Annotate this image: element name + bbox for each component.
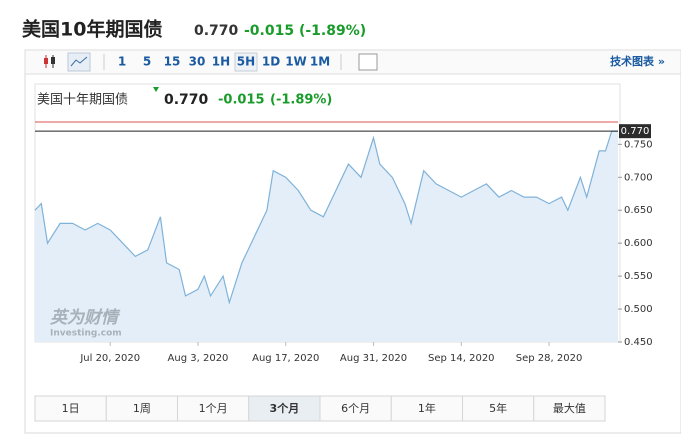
interval-button[interactable]: 1W: [285, 55, 307, 69]
last-price-label: 0.770: [621, 126, 650, 137]
x-tick-label: Aug 3, 2020: [168, 353, 229, 364]
change: -0.015 (-1.89%): [244, 23, 366, 39]
interval-button[interactable]: 30: [189, 55, 206, 69]
watermark-sub: Investing.com: [50, 329, 122, 339]
x-tick-label: Sep 28, 2020: [516, 353, 583, 364]
range-button[interactable]: [105, 395, 178, 422]
toolbar: [24, 49, 681, 75]
line-icon-glyph: [70, 56, 88, 67]
range-label: 1日: [62, 402, 80, 415]
y-tick-label: 0.550: [624, 271, 653, 282]
range-button[interactable]: [177, 395, 250, 422]
y-tick-label: 0.650: [624, 205, 653, 216]
range-button[interactable]: [34, 395, 107, 422]
page-title: 美国10年期国债: [22, 18, 162, 41]
interval-selected: [234, 52, 258, 72]
y-tick-label: 0.700: [624, 172, 653, 183]
interval-button[interactable]: 1H: [212, 55, 230, 69]
range-button[interactable]: [462, 395, 535, 422]
chart-change-pct: (-1.89%): [270, 93, 332, 108]
chart-price: 0.770: [164, 92, 209, 108]
line: [34, 130, 618, 305]
x-tick-label: Jul 20, 2020: [79, 353, 140, 364]
interval-button[interactable]: 1: [118, 55, 126, 69]
y-tick-label: 0.600: [624, 238, 653, 249]
interval-button[interactable]: 5: [143, 55, 151, 69]
x-tick-label: Aug 31, 2020: [340, 353, 407, 364]
price: 0.770: [194, 23, 239, 39]
chart-title: 美国十年期国债: [37, 93, 128, 108]
tech-chart-link[interactable]: 技术图表 »: [610, 54, 665, 68]
range-label: 1年: [418, 401, 436, 415]
interval-button[interactable]: 15: [164, 55, 181, 69]
watermark: 英为财情: [49, 308, 121, 328]
y-tick-label: 0.750: [624, 139, 653, 150]
x-tick-label: Aug 17, 2020: [252, 353, 319, 364]
area: [35, 131, 618, 342]
range-label: 1个月: [199, 402, 228, 415]
range-label: 1周: [133, 402, 151, 415]
range-label: 最大值: [553, 401, 586, 415]
y-tick-label: 0.450: [624, 337, 653, 348]
range-label: 3个月: [270, 401, 300, 415]
range-button[interactable]: [533, 395, 606, 422]
last-price-box: [619, 124, 651, 139]
down-arrow: [153, 87, 159, 92]
x-tick-label: Sep 14, 2020: [428, 353, 495, 364]
range-button[interactable]: [319, 395, 392, 422]
interval-button[interactable]: 5H: [237, 55, 255, 69]
candle-icon[interactable]: [44, 55, 55, 68]
range-label: 5年: [489, 401, 507, 415]
interval-button[interactable]: 1M: [310, 55, 330, 69]
chart-change: -0.015: [218, 93, 265, 108]
y-tick-label: 0.500: [624, 304, 653, 315]
interval-button[interactable]: 1D: [262, 55, 280, 69]
range-label: 6个月: [341, 402, 370, 415]
settings-icon[interactable]: [358, 53, 378, 71]
